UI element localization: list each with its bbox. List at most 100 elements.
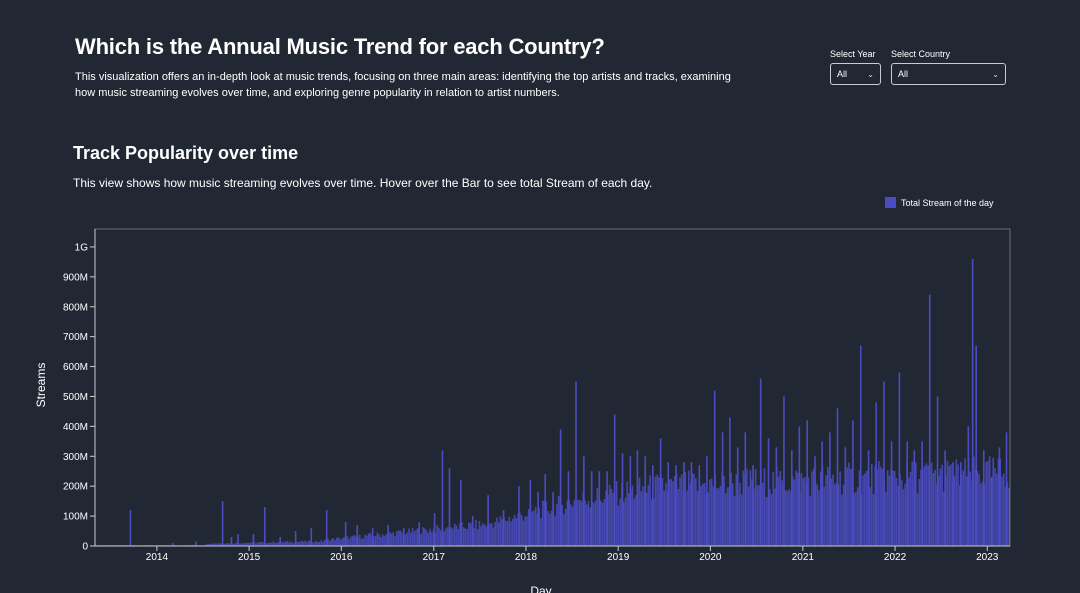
bar[interactable] xyxy=(675,465,677,546)
bar-baseline[interactable] xyxy=(274,543,277,546)
bar[interactable] xyxy=(667,462,670,546)
bar[interactable] xyxy=(959,462,962,546)
bar-baseline[interactable] xyxy=(497,522,500,546)
bar-baseline[interactable] xyxy=(763,468,766,546)
bar-baseline[interactable] xyxy=(262,542,264,546)
bar-baseline[interactable] xyxy=(508,516,511,546)
bar-baseline[interactable] xyxy=(313,542,315,546)
bar-baseline[interactable] xyxy=(191,544,194,546)
bar[interactable] xyxy=(883,381,885,546)
bar-baseline[interactable] xyxy=(513,515,516,546)
bar-baseline[interactable] xyxy=(751,479,753,546)
bar-baseline[interactable] xyxy=(819,471,822,546)
bar-baseline[interactable] xyxy=(160,544,162,546)
bar-baseline[interactable] xyxy=(226,543,229,546)
bar-baseline[interactable] xyxy=(635,495,637,546)
bar-baseline[interactable] xyxy=(712,486,715,546)
bar-baseline[interactable] xyxy=(865,470,868,546)
bar[interactable] xyxy=(629,456,632,546)
bar-baseline[interactable] xyxy=(480,526,482,546)
bar-baseline[interactable] xyxy=(341,538,343,546)
bar-baseline[interactable] xyxy=(512,518,514,546)
bar-baseline[interactable] xyxy=(244,543,247,546)
bar-baseline[interactable] xyxy=(323,540,326,546)
bar-baseline[interactable] xyxy=(462,527,465,546)
bar-baseline[interactable] xyxy=(455,525,458,546)
bar-baseline[interactable] xyxy=(475,520,477,546)
bar[interactable] xyxy=(294,531,297,546)
bar-baseline[interactable] xyxy=(563,514,565,546)
bar-baseline[interactable] xyxy=(478,520,481,546)
bar-baseline[interactable] xyxy=(997,458,1000,546)
bar-baseline[interactable] xyxy=(339,539,342,546)
bar[interactable] xyxy=(310,528,313,546)
bar-baseline[interactable] xyxy=(286,541,289,546)
bar-baseline[interactable] xyxy=(270,542,273,546)
bar[interactable] xyxy=(890,441,893,546)
bar-baseline[interactable] xyxy=(283,541,285,546)
bar-baseline[interactable] xyxy=(395,531,398,547)
bar-baseline[interactable] xyxy=(434,532,437,546)
bar-baseline[interactable] xyxy=(399,530,402,546)
bar-baseline[interactable] xyxy=(687,470,690,546)
bar-baseline[interactable] xyxy=(677,488,680,546)
bar-baseline[interactable] xyxy=(397,530,400,546)
bar-baseline[interactable] xyxy=(842,484,845,546)
bar-baseline[interactable] xyxy=(969,471,972,546)
bar-baseline[interactable] xyxy=(892,470,894,546)
bar-baseline[interactable] xyxy=(469,522,472,546)
bar-baseline[interactable] xyxy=(432,528,435,546)
bar-baseline[interactable] xyxy=(668,479,671,546)
bar-baseline[interactable] xyxy=(242,543,245,547)
bar-baseline[interactable] xyxy=(754,469,757,546)
bar-baseline[interactable] xyxy=(774,488,776,546)
bar-baseline[interactable] xyxy=(950,464,952,546)
bar-baseline[interactable] xyxy=(976,471,979,546)
bar[interactable] xyxy=(636,450,639,546)
bar-baseline[interactable] xyxy=(510,521,512,546)
bar[interactable] xyxy=(448,468,451,546)
bar-baseline[interactable] xyxy=(689,483,692,546)
bar-baseline[interactable] xyxy=(684,471,687,546)
bar-baseline[interactable] xyxy=(811,471,813,546)
bar-baseline[interactable] xyxy=(501,519,504,546)
bar-baseline[interactable] xyxy=(112,544,115,546)
bar[interactable] xyxy=(387,525,389,546)
bar-baseline[interactable] xyxy=(327,538,329,546)
bar[interactable] xyxy=(744,432,747,546)
bar[interactable] xyxy=(502,510,505,546)
bar-baseline[interactable] xyxy=(450,527,453,546)
bar-baseline[interactable] xyxy=(276,542,278,546)
bar-baseline[interactable] xyxy=(881,468,884,546)
bar-baseline[interactable] xyxy=(987,461,989,546)
bar[interactable] xyxy=(752,465,754,546)
bar-baseline[interactable] xyxy=(691,473,694,546)
bar-baseline[interactable] xyxy=(870,463,873,546)
bar-baseline[interactable] xyxy=(272,541,275,546)
bar-baseline[interactable] xyxy=(626,481,628,546)
bar-baseline[interactable] xyxy=(212,543,215,546)
bar[interactable] xyxy=(433,513,436,546)
bar-baseline[interactable] xyxy=(540,518,542,546)
bar[interactable] xyxy=(844,447,847,546)
bar-baseline[interactable] xyxy=(897,485,899,546)
bar-baseline[interactable] xyxy=(988,456,991,546)
bar-baseline[interactable] xyxy=(679,477,681,546)
bar-baseline[interactable] xyxy=(256,542,259,546)
bar-baseline[interactable] xyxy=(900,480,903,546)
bar-baseline[interactable] xyxy=(619,498,621,546)
bar-baseline[interactable] xyxy=(461,521,463,546)
bar-baseline[interactable] xyxy=(473,528,475,546)
bar-baseline[interactable] xyxy=(673,476,676,546)
bar[interactable] xyxy=(706,456,708,546)
bar-baseline[interactable] xyxy=(564,508,567,546)
bar-baseline[interactable] xyxy=(934,469,936,546)
bar[interactable] xyxy=(713,390,716,546)
bar-baseline[interactable] xyxy=(554,515,556,546)
bar-baseline[interactable] xyxy=(622,501,625,546)
bar-baseline[interactable] xyxy=(981,481,984,547)
bar-baseline[interactable] xyxy=(672,481,674,546)
bar-baseline[interactable] xyxy=(380,536,382,546)
bar-baseline[interactable] xyxy=(658,477,660,546)
bar-baseline[interactable] xyxy=(248,542,250,546)
